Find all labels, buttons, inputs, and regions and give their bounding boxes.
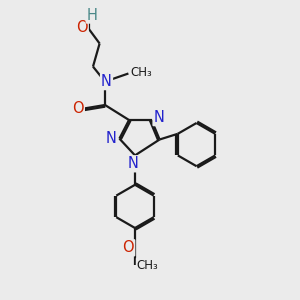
Text: O: O <box>72 100 84 116</box>
Text: N: N <box>106 130 116 146</box>
Text: N: N <box>101 74 112 89</box>
Text: N: N <box>154 110 164 125</box>
Text: O: O <box>76 20 88 35</box>
Text: O: O <box>123 240 134 255</box>
Text: N: N <box>128 156 139 171</box>
Text: CH₃: CH₃ <box>137 259 158 272</box>
Text: H: H <box>87 8 98 22</box>
Text: CH₃: CH₃ <box>130 65 152 79</box>
